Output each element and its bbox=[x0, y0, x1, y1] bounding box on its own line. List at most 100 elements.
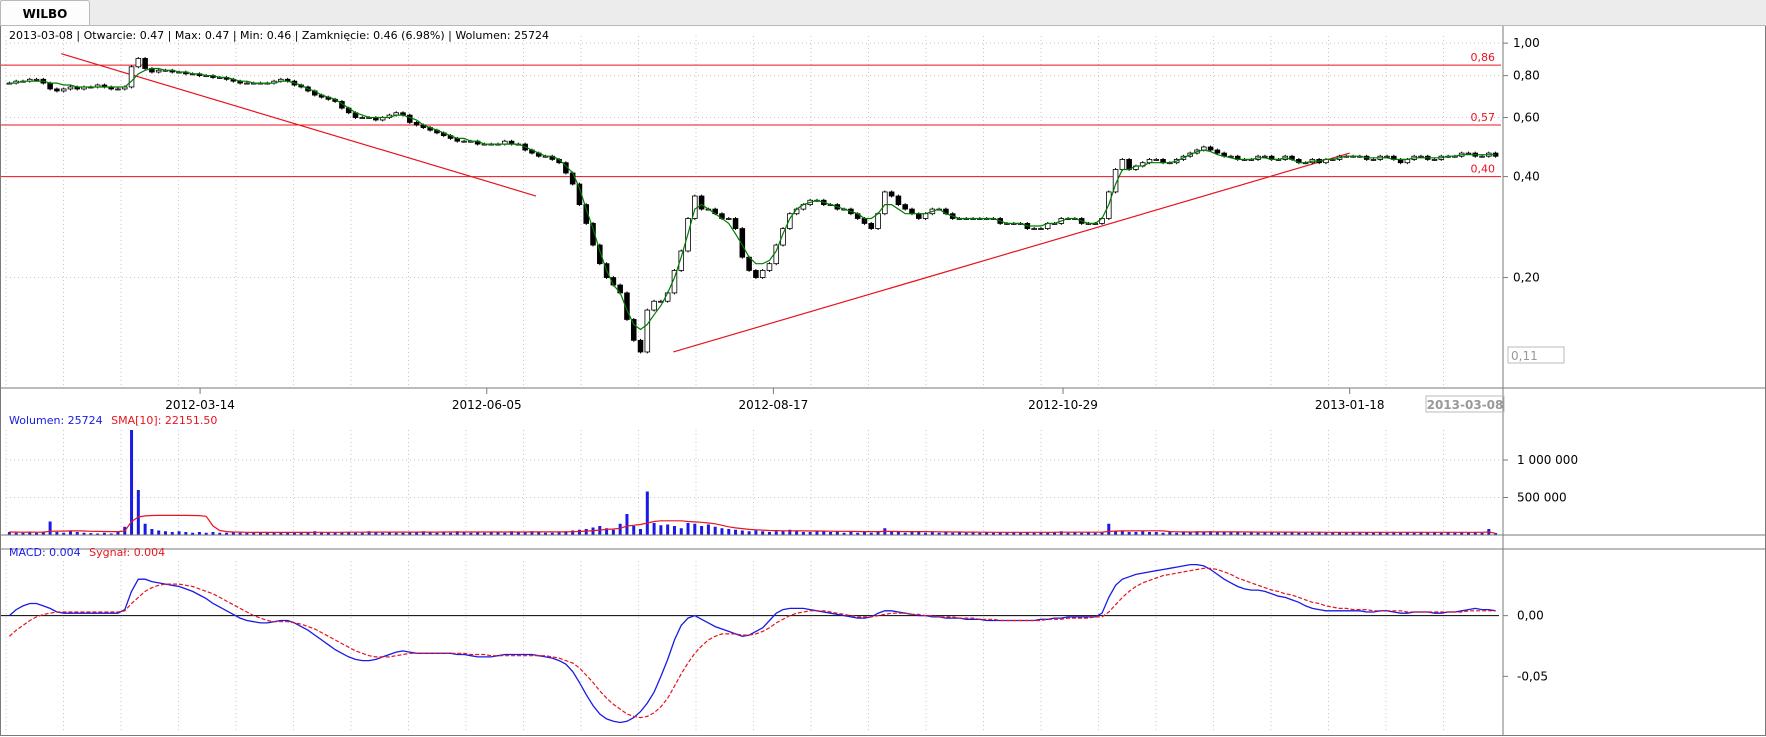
volume-bar bbox=[1378, 532, 1382, 535]
volume-bar bbox=[455, 531, 459, 535]
volume-bar bbox=[469, 532, 473, 535]
volume-bar bbox=[35, 532, 39, 535]
candle-body bbox=[1418, 155, 1424, 158]
volume-bar bbox=[971, 532, 975, 535]
volume-bar bbox=[1161, 532, 1165, 535]
volume-bar bbox=[1148, 532, 1152, 535]
volume-bar bbox=[856, 532, 860, 535]
volume-bar bbox=[1046, 532, 1050, 535]
volume-bar bbox=[1236, 532, 1240, 535]
volume-bar bbox=[1229, 532, 1233, 535]
volume-bar bbox=[353, 532, 357, 535]
volume-bar bbox=[41, 531, 45, 535]
volume-bar bbox=[917, 531, 921, 535]
candle-body bbox=[1370, 159, 1377, 161]
stock-chart[interactable]: 0,86 0,57 0,40 2012-03-14 2012-06-05 2012-08… bbox=[1, 26, 1765, 735]
volume-bar bbox=[1453, 532, 1457, 535]
volume-bar bbox=[557, 532, 561, 535]
volume-bar bbox=[835, 531, 839, 535]
volume-bar bbox=[577, 529, 581, 535]
volume-bar bbox=[625, 514, 629, 535]
candle-body bbox=[569, 172, 576, 185]
candle-body bbox=[1112, 169, 1119, 193]
volume-bar bbox=[1025, 532, 1029, 535]
volume-bar bbox=[299, 532, 303, 535]
volume-bar bbox=[645, 491, 649, 535]
volume-bar bbox=[1222, 532, 1226, 535]
volume-bar bbox=[326, 532, 330, 535]
volume-bar bbox=[1365, 532, 1369, 535]
volume-bar bbox=[1439, 532, 1443, 535]
tick-labels: 2012-03-14 2012-06-05 2012-08-17 2012-10-29… bbox=[165, 36, 1578, 683]
volume-bar bbox=[496, 532, 500, 535]
volume-bar bbox=[96, 533, 100, 535]
volume-bar bbox=[530, 531, 534, 535]
volume-bar bbox=[1317, 532, 1321, 535]
volume-bar bbox=[191, 532, 195, 535]
volume-bar bbox=[795, 531, 799, 535]
volume-bar bbox=[1385, 532, 1389, 535]
volume-bar bbox=[1351, 532, 1355, 535]
volume-bar bbox=[225, 532, 229, 535]
volume-bar bbox=[197, 532, 201, 535]
volume-bar bbox=[1188, 532, 1192, 535]
volume-bar bbox=[136, 490, 140, 535]
volume-bar bbox=[985, 532, 989, 535]
volume-bar bbox=[489, 532, 493, 535]
volume-bar bbox=[102, 532, 106, 535]
volume-bar bbox=[7, 532, 11, 535]
volume-bar bbox=[170, 532, 174, 535]
y-tick-label: 1,00 bbox=[1513, 36, 1540, 50]
volume-bar bbox=[1209, 531, 1213, 535]
volume-bar bbox=[890, 531, 894, 535]
volume-bar bbox=[1460, 532, 1464, 535]
candle-body bbox=[902, 204, 908, 210]
tab-wilbo[interactable]: WILBO bbox=[0, 0, 90, 25]
volume-bar bbox=[1019, 532, 1023, 535]
grid bbox=[5, 36, 1499, 731]
candle-body bbox=[1431, 159, 1438, 161]
volume-bar bbox=[1338, 532, 1342, 535]
volume-bar bbox=[252, 532, 256, 535]
volume-bar bbox=[292, 532, 296, 535]
volume-bar bbox=[822, 531, 826, 535]
volume-bar bbox=[1324, 532, 1328, 535]
volume-bar bbox=[571, 530, 575, 535]
volume-bar bbox=[374, 532, 378, 535]
volume-bar bbox=[1263, 532, 1267, 535]
x-tick-label: 2012-10-29 bbox=[1028, 398, 1098, 412]
candle-body bbox=[67, 86, 74, 90]
volume-tick-label: 1 000 000 bbox=[1517, 453, 1578, 467]
volume-bar bbox=[1344, 532, 1348, 535]
volume-bar bbox=[1202, 532, 1206, 535]
volume-bar bbox=[1168, 532, 1172, 535]
macd-label: MACD: 0.004 bbox=[9, 546, 81, 559]
volume-bar bbox=[991, 532, 995, 535]
volume-bar bbox=[68, 530, 72, 535]
y-tick-label: 0,40 bbox=[1513, 170, 1540, 184]
volume-bar bbox=[1249, 532, 1253, 535]
volume-bar bbox=[1256, 532, 1260, 535]
volume-bar bbox=[1120, 531, 1124, 535]
level-label: 0,86 bbox=[1471, 51, 1496, 64]
candle-body bbox=[1031, 228, 1037, 230]
candle-body bbox=[780, 228, 786, 246]
volume-sma-line bbox=[9, 514, 1496, 534]
candle-body bbox=[47, 82, 53, 90]
volume-bar bbox=[14, 532, 18, 535]
volume-legend: Wolumen: 25724 SMA[10]: 22151.50 bbox=[9, 414, 217, 427]
volume-bar bbox=[62, 532, 66, 535]
volume-bar bbox=[896, 532, 900, 535]
candle-body bbox=[875, 213, 881, 229]
volume-bar bbox=[476, 532, 480, 535]
volume-bar bbox=[903, 532, 907, 535]
volume-bar bbox=[720, 528, 724, 535]
signal-label: Sygnał: 0.004 bbox=[89, 546, 165, 559]
candle-body bbox=[624, 292, 630, 320]
volume-bar bbox=[75, 532, 79, 535]
candle-body bbox=[630, 319, 637, 341]
volume-bar bbox=[28, 532, 32, 535]
candle-body bbox=[54, 88, 60, 92]
candle-body bbox=[637, 339, 644, 353]
volume-bar bbox=[1141, 531, 1145, 535]
